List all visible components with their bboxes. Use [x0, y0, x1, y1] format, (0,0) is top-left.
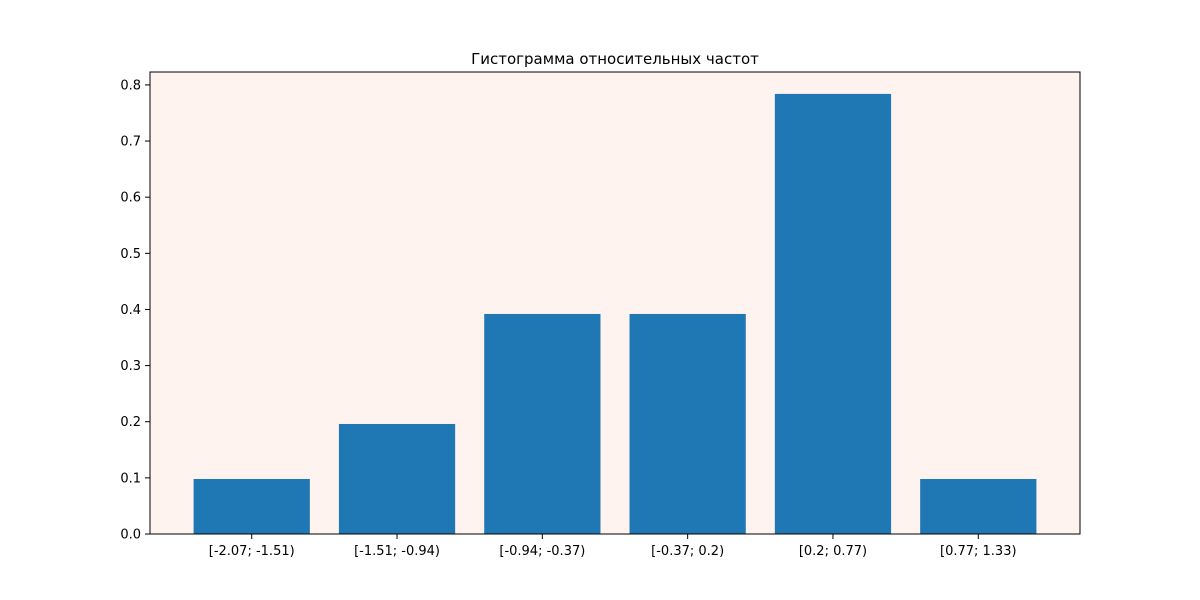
- bar-4: [629, 313, 746, 534]
- bars-group: [193, 93, 1037, 535]
- x-tick-label: [0.2; 0.77): [799, 544, 867, 559]
- bar-1: [193, 478, 310, 534]
- x-tick-label: [0.77; 1.33): [940, 544, 1017, 559]
- bar-6: [920, 478, 1037, 534]
- y-tick-label: 0.2: [120, 415, 141, 430]
- x-axis: [-2.07; -1.51) [-1.51; -0.94) [-0.94; -0.3…: [209, 534, 1017, 559]
- bar-3: [484, 313, 601, 534]
- y-tick-label: 0.1: [120, 471, 141, 486]
- plot-area-frame: [149, 71, 1081, 535]
- x-tick-label: [-1.51; -0.94): [354, 544, 440, 559]
- plot-area-background: [150, 72, 1080, 534]
- chart-title: Гистограмма относительных частот: [471, 50, 759, 68]
- y-tick-label: 0.4: [120, 303, 141, 318]
- bar-2: [338, 423, 456, 534]
- y-tick-label: 0.3: [120, 359, 141, 374]
- y-tick-label: 0.7: [120, 135, 141, 150]
- y-tick-label: 0.6: [120, 191, 141, 206]
- x-tick-label: [-0.37; 0.2): [651, 544, 724, 559]
- y-axis: 0.0 0.1 0.2 0.3 0.4 0.5 0.6 0.7 0.8: [120, 78, 150, 543]
- y-tick-label: 0.8: [120, 78, 141, 93]
- x-tick-label: [-2.07; -1.51): [209, 544, 295, 559]
- x-tick-label: [-0.94; -0.37): [499, 544, 585, 559]
- y-tick-label: 0.0: [120, 528, 141, 543]
- bar-5: [774, 93, 892, 535]
- y-tick-label: 0.5: [120, 247, 141, 262]
